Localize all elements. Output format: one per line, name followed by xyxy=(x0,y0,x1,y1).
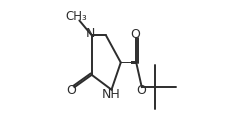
Text: NH: NH xyxy=(101,88,120,101)
Text: O: O xyxy=(137,84,146,97)
Text: CH₃: CH₃ xyxy=(65,10,87,23)
Text: O: O xyxy=(66,84,76,97)
Text: N: N xyxy=(86,27,96,40)
Text: O: O xyxy=(130,28,140,41)
